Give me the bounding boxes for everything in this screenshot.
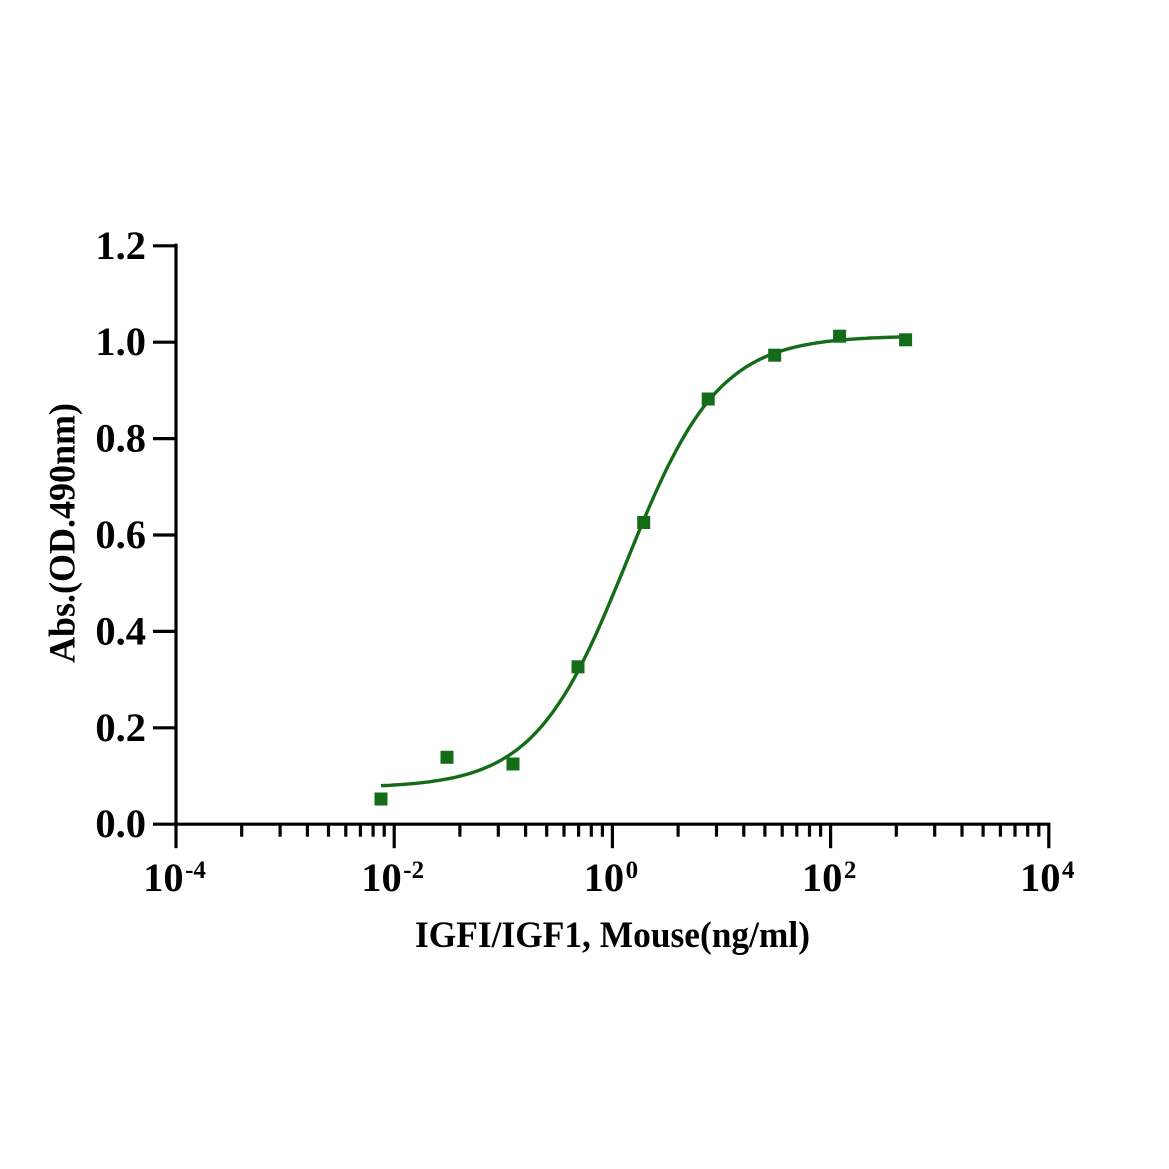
svg-text:0.0: 0.0 xyxy=(95,801,146,846)
svg-text:0.2: 0.2 xyxy=(95,705,146,750)
svg-text:IGFI/IGF1, Mouse(ng/ml): IGFI/IGF1, Mouse(ng/ml) xyxy=(415,915,810,956)
svg-text:104: 104 xyxy=(1020,855,1075,900)
svg-text:1.2: 1.2 xyxy=(95,223,146,268)
svg-text:0.8: 0.8 xyxy=(95,416,146,461)
svg-text:0.4: 0.4 xyxy=(95,608,146,653)
svg-text:1.0: 1.0 xyxy=(95,319,146,364)
svg-text:Abs.(OD.490nm): Abs.(OD.490nm) xyxy=(43,403,84,663)
svg-text:0.6: 0.6 xyxy=(95,512,146,557)
svg-text:102: 102 xyxy=(802,855,857,900)
